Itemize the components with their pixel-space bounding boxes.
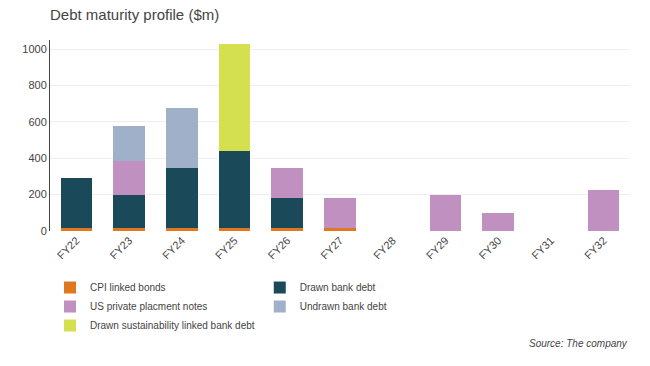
svg-text:1000: 1000 <box>22 43 46 55</box>
svg-text:FY31: FY31 <box>529 234 556 261</box>
svg-text:FY28: FY28 <box>371 234 398 261</box>
svg-text:FY32: FY32 <box>582 234 609 261</box>
svg-text:FY24: FY24 <box>160 234 187 261</box>
svg-text:400: 400 <box>28 152 46 164</box>
svg-text:FY23: FY23 <box>107 234 134 261</box>
svg-text:Drawn sustainability linked ba: Drawn sustainability linked bank debt <box>90 320 255 331</box>
svg-text:FY25: FY25 <box>213 234 240 261</box>
svg-text:FY26: FY26 <box>265 234 292 261</box>
svg-text:Undrawn bank debt: Undrawn bank debt <box>300 301 387 312</box>
svg-text:Source: The company: Source: The company <box>529 338 628 349</box>
svg-text:800: 800 <box>28 79 46 91</box>
svg-text:FY27: FY27 <box>318 234 345 261</box>
svg-text:Debt maturity profile ($m): Debt maturity profile ($m) <box>50 6 219 23</box>
svg-text:600: 600 <box>28 116 46 128</box>
svg-text:200: 200 <box>28 188 46 200</box>
svg-text:FY29: FY29 <box>424 234 451 261</box>
svg-text:CPI linked bonds: CPI linked bonds <box>90 282 166 293</box>
svg-text:FY22: FY22 <box>55 234 82 261</box>
svg-text:FY30: FY30 <box>476 234 503 261</box>
svg-text:0: 0 <box>41 225 47 237</box>
svg-text:US private placment notes: US private placment notes <box>90 301 207 312</box>
svg-text:Drawn bank debt: Drawn bank debt <box>300 282 376 293</box>
